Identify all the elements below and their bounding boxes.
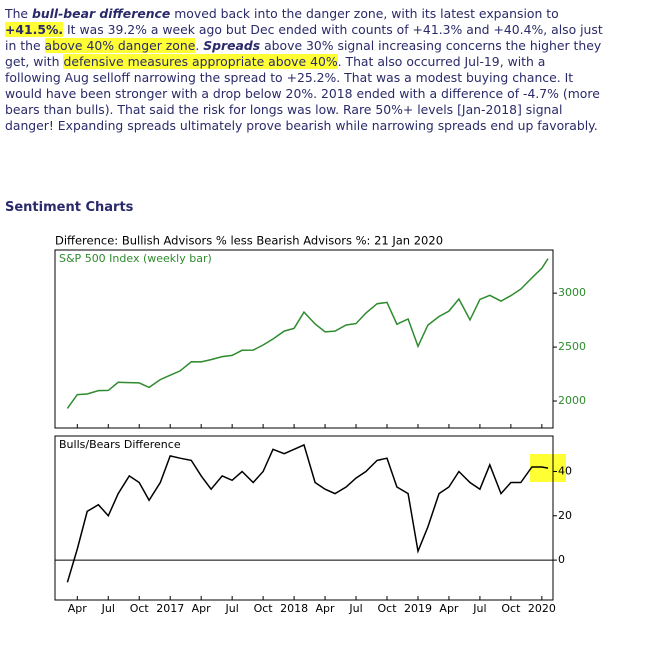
x-tick-label: Apr [439, 602, 459, 615]
x-tick-label: Jul [348, 602, 362, 615]
text: . That also occurred Jul-19, with a foll… [5, 54, 600, 133]
y-tick-label: 20 [558, 509, 572, 522]
panel-title: Bulls/Bears Difference [59, 438, 181, 451]
panel-frame [54, 249, 554, 429]
chart-title: Difference: Bullish Advisors % less Bear… [55, 234, 443, 248]
x-tick-label: Jul [472, 602, 486, 615]
highlight: defensive measures appropriate above 40% [63, 54, 338, 69]
y-tick-label: 2000 [558, 394, 586, 407]
x-tick-label: 2020 [528, 602, 556, 615]
x-tick-label: 2018 [280, 602, 308, 615]
x-tick-label: Apr [316, 602, 336, 615]
y-tick-label: 3000 [558, 286, 586, 299]
text: above 30% signal increasing concerns the… [5, 38, 602, 69]
x-tick-label: Jul [225, 602, 239, 615]
highlight: above 40% danger zone [44, 38, 196, 53]
data-line [66, 443, 549, 583]
x-tick-label: 2017 [156, 602, 184, 615]
panel-title: S&P 500 Index (weekly bar) [59, 252, 212, 265]
intro-paragraph: The bull-bear difference moved back into… [5, 6, 605, 134]
data-line [66, 258, 549, 409]
text: moved back into the danger zone, with it… [170, 6, 559, 21]
text: . [195, 38, 204, 53]
x-tick-label: Apr [68, 602, 88, 615]
emphasis: bull-bear difference [31, 6, 171, 21]
emphasis: Spreads [203, 38, 261, 53]
x-tick-label: Apr [192, 602, 212, 615]
y-tick-label: 0 [558, 553, 565, 566]
x-tick-label: Oct [377, 602, 397, 615]
highlight: +41.5%. [5, 22, 64, 37]
y-tick-label: 40 [558, 464, 572, 477]
text: It was 39.2% a week ago but Dec ended wi… [5, 22, 603, 53]
section-heading: Sentiment Charts [5, 200, 134, 215]
x-tick-label: Oct [254, 602, 274, 615]
x-tick-label: 2019 [404, 602, 432, 615]
y-tick-label: 2500 [558, 340, 586, 353]
x-tick-label: Oct [501, 602, 521, 615]
x-tick-label: Oct [130, 602, 150, 615]
panel-frame [54, 435, 554, 601]
text: The [5, 6, 32, 21]
x-tick-label: Jul [101, 602, 115, 615]
